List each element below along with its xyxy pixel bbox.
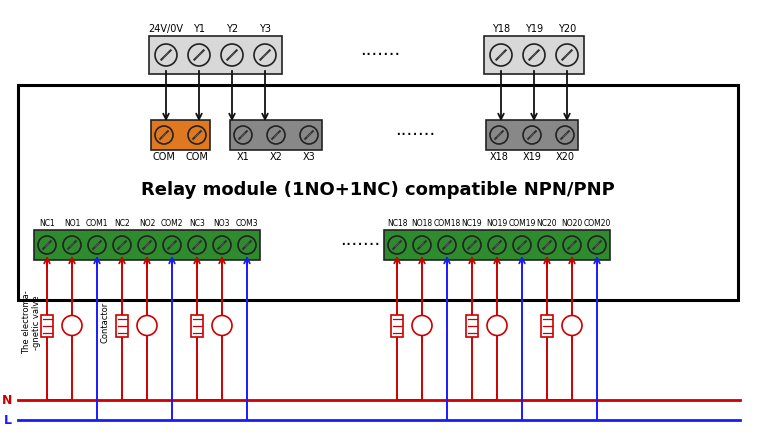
Text: Y20: Y20 — [558, 24, 576, 34]
Circle shape — [137, 315, 157, 335]
Circle shape — [488, 236, 506, 254]
Text: The electroma-
-gnetic valve: The electroma- -gnetic valve — [22, 291, 41, 355]
Circle shape — [300, 126, 318, 144]
Circle shape — [513, 236, 531, 254]
Circle shape — [538, 236, 556, 254]
Bar — [384, 230, 610, 260]
Circle shape — [138, 236, 156, 254]
Text: NC20: NC20 — [537, 219, 557, 228]
Circle shape — [523, 44, 545, 66]
Bar — [34, 230, 260, 260]
Text: NC1: NC1 — [39, 219, 55, 228]
Circle shape — [438, 236, 456, 254]
Circle shape — [413, 236, 431, 254]
Text: ·······: ······· — [395, 126, 435, 144]
Circle shape — [212, 315, 232, 335]
Circle shape — [88, 236, 106, 254]
Bar — [41, 314, 53, 336]
Bar — [484, 36, 584, 74]
Text: COM: COM — [153, 152, 176, 162]
Circle shape — [188, 236, 206, 254]
Text: NC3: NC3 — [189, 219, 205, 228]
Circle shape — [588, 236, 606, 254]
Circle shape — [487, 315, 507, 335]
Text: Contactor: Contactor — [100, 302, 109, 343]
Text: Y18: Y18 — [492, 24, 510, 34]
Circle shape — [254, 44, 276, 66]
Text: Y3: Y3 — [259, 24, 271, 34]
Circle shape — [38, 236, 56, 254]
Bar — [18, 85, 738, 300]
Bar — [151, 120, 210, 150]
Text: NO20: NO20 — [562, 219, 583, 228]
Circle shape — [463, 236, 481, 254]
Text: NC19: NC19 — [461, 219, 483, 228]
Circle shape — [490, 126, 508, 144]
Text: NO3: NO3 — [214, 219, 230, 228]
Text: COM19: COM19 — [508, 219, 536, 228]
Text: COM: COM — [185, 152, 208, 162]
Text: 24V/0V: 24V/0V — [148, 24, 183, 34]
Circle shape — [234, 126, 252, 144]
Circle shape — [62, 315, 82, 335]
Text: Y1: Y1 — [193, 24, 205, 34]
Text: X2: X2 — [270, 152, 283, 162]
Text: X19: X19 — [523, 152, 541, 162]
Circle shape — [155, 126, 173, 144]
Circle shape — [267, 126, 285, 144]
Bar — [541, 314, 553, 336]
Text: NO18: NO18 — [411, 219, 432, 228]
Text: X18: X18 — [489, 152, 508, 162]
Text: X20: X20 — [556, 152, 575, 162]
Text: NO19: NO19 — [486, 219, 508, 228]
Text: Y2: Y2 — [226, 24, 238, 34]
Bar — [230, 120, 322, 150]
Text: Y19: Y19 — [525, 24, 543, 34]
Circle shape — [188, 126, 206, 144]
Text: Relay module (1NO+1NC) compatible NPN/PNP: Relay module (1NO+1NC) compatible NPN/PN… — [141, 181, 615, 199]
Text: X1: X1 — [236, 152, 249, 162]
Circle shape — [113, 236, 131, 254]
Text: N: N — [2, 393, 12, 406]
Text: NO2: NO2 — [139, 219, 155, 228]
Circle shape — [556, 126, 574, 144]
Text: COM3: COM3 — [236, 219, 258, 228]
Bar — [391, 314, 403, 336]
Bar — [116, 314, 128, 336]
Circle shape — [213, 236, 231, 254]
Text: ·······: ······· — [360, 46, 400, 64]
Circle shape — [563, 236, 581, 254]
Text: NC2: NC2 — [114, 219, 130, 228]
Text: X3: X3 — [302, 152, 315, 162]
Text: COM20: COM20 — [584, 219, 611, 228]
Circle shape — [188, 44, 210, 66]
Bar — [149, 36, 282, 74]
Bar — [466, 314, 478, 336]
Circle shape — [523, 126, 541, 144]
Bar — [486, 120, 578, 150]
Circle shape — [562, 315, 582, 335]
Circle shape — [221, 44, 243, 66]
Text: NO1: NO1 — [64, 219, 81, 228]
Circle shape — [163, 236, 181, 254]
Text: NC18: NC18 — [387, 219, 407, 228]
Circle shape — [63, 236, 81, 254]
Circle shape — [155, 44, 177, 66]
Text: ·······: ······· — [340, 236, 380, 254]
Bar — [191, 314, 203, 336]
Circle shape — [412, 315, 432, 335]
Text: COM1: COM1 — [86, 219, 108, 228]
Circle shape — [490, 44, 512, 66]
Text: COM18: COM18 — [433, 219, 461, 228]
Circle shape — [238, 236, 256, 254]
Circle shape — [556, 44, 578, 66]
Text: L: L — [4, 413, 12, 426]
Text: COM2: COM2 — [161, 219, 183, 228]
Circle shape — [388, 236, 406, 254]
